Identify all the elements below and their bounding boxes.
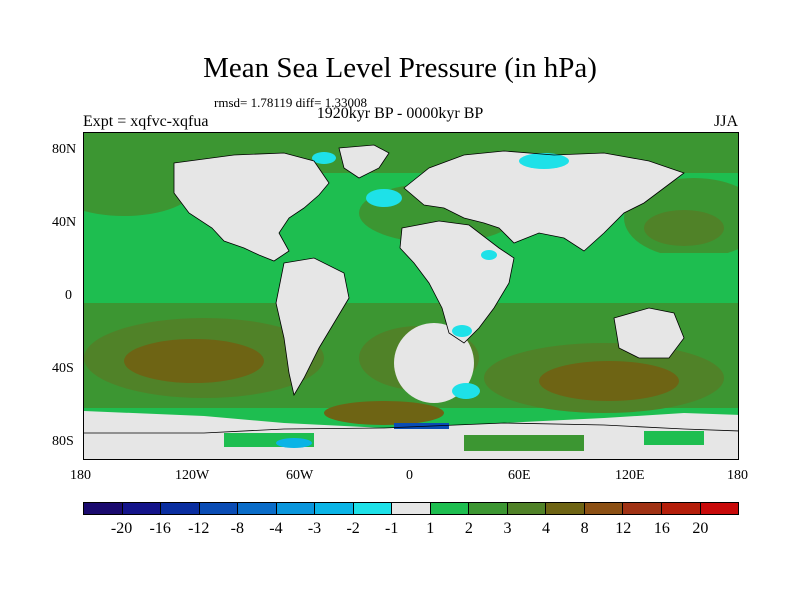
colorbar-level-label: 16 (653, 520, 670, 537)
land-north-america (174, 153, 329, 261)
lon-tick-label: 120W (175, 468, 210, 483)
colorbar-level-label: 8 (580, 520, 589, 537)
coast-eurasia (403, 150, 685, 252)
coast-south-america (275, 257, 350, 397)
colorbar-level-label: 1 (426, 520, 435, 537)
colorbar-level-label: 4 (542, 520, 551, 537)
north-pacific-high (84, 160, 194, 216)
land-south-america (276, 258, 349, 395)
lat-tick-label: 80N (52, 142, 77, 157)
colorbar-level-label: -4 (269, 520, 283, 537)
antarctic-high-patch (464, 435, 584, 451)
land-australia (614, 308, 684, 358)
colorbar-swatch (623, 503, 662, 514)
lon-tick-label: 180 (70, 468, 91, 483)
colorbar-level-label: 12 (615, 520, 632, 537)
coast-antarctica (84, 422, 738, 434)
colorbar-swatch (199, 503, 239, 514)
low-patch-norway (366, 189, 402, 207)
colorbar-level-label: -16 (149, 520, 171, 537)
colorbar-level-label: -1 (385, 520, 399, 537)
colorbar-swatch (238, 503, 277, 514)
lat-tick-label: 40S (52, 361, 74, 376)
south-pacific-high-core (124, 339, 264, 383)
colorbar-level-label: -8 (230, 520, 245, 537)
period-label: 1920kyr BP - 0000kyr BP (316, 105, 484, 122)
tropical-strip (84, 253, 738, 303)
colorbar-swatch (507, 503, 547, 514)
colorbar-level-label: 20 (692, 520, 709, 537)
low-patch-south-africa (452, 325, 472, 337)
colorbar-swatch (276, 503, 316, 514)
colorbar-level-label: -20 (110, 520, 133, 537)
experiment-label: Expt = xqfvc-xqfua (83, 113, 209, 130)
colorbar-level-label: -12 (188, 520, 210, 537)
colorbar-swatch (84, 503, 123, 514)
coast-north-america (173, 152, 330, 262)
lat-tick-label: 40N (52, 215, 77, 230)
low-patch-siberia (519, 153, 569, 169)
lon-tick-label: 0 (406, 468, 413, 483)
colorbar-swatch (661, 503, 701, 514)
colorbar-swatch (546, 503, 585, 514)
lon-tick-label: 180 (727, 468, 748, 483)
plot-title: Mean Sea Level Pressure (in hPa) (203, 52, 597, 84)
colorbar-level-label: -2 (346, 520, 360, 537)
colorbar-swatch (353, 503, 393, 514)
south-atlantic-low (394, 323, 474, 403)
colorbar-level-label: 2 (464, 520, 473, 537)
colorbar-swatch (430, 503, 470, 514)
colorbar-swatch (700, 503, 739, 514)
lon-tick-label: 60W (286, 468, 314, 483)
season-label: JJA (713, 113, 738, 130)
coast-greenland (338, 144, 390, 179)
colorbar-swatch (122, 503, 162, 514)
lon-tick-label: 120E (615, 468, 645, 483)
land-eurasia (404, 151, 684, 251)
lon-tick-label: 60E (508, 468, 531, 483)
coast-australia (613, 307, 685, 359)
colorbar-swatch (315, 503, 354, 514)
low-patch-weddell (394, 423, 449, 429)
low-patch-south-atlantic (452, 383, 480, 399)
indian-ocean-high-core (539, 361, 679, 401)
lat-tick-label: 80S (52, 434, 74, 449)
stats-label: rmsd= 1.78119 diff= 1.33008 (214, 95, 367, 110)
antarctic-high-patch (644, 431, 704, 445)
north-pacific-high-core (644, 210, 724, 246)
low-patch-sahel (481, 250, 497, 260)
colorbar-swatch (392, 503, 431, 514)
colorbar-swatch (584, 503, 624, 514)
low-patch-ross-sea (276, 438, 312, 448)
pressure-map (83, 132, 739, 460)
colorbar-level-label: 3 (503, 520, 512, 537)
coast-africa (399, 220, 515, 344)
colorbar-swatch (469, 503, 508, 514)
southern-ocean-high (324, 401, 444, 425)
colorbar-level-label: -3 (307, 520, 322, 537)
land-greenland (339, 145, 389, 178)
lat-tick-label: 0 (65, 288, 72, 303)
colorbar (83, 502, 739, 515)
low-patch-greenland (312, 152, 336, 164)
colorbar-swatch (161, 503, 200, 514)
